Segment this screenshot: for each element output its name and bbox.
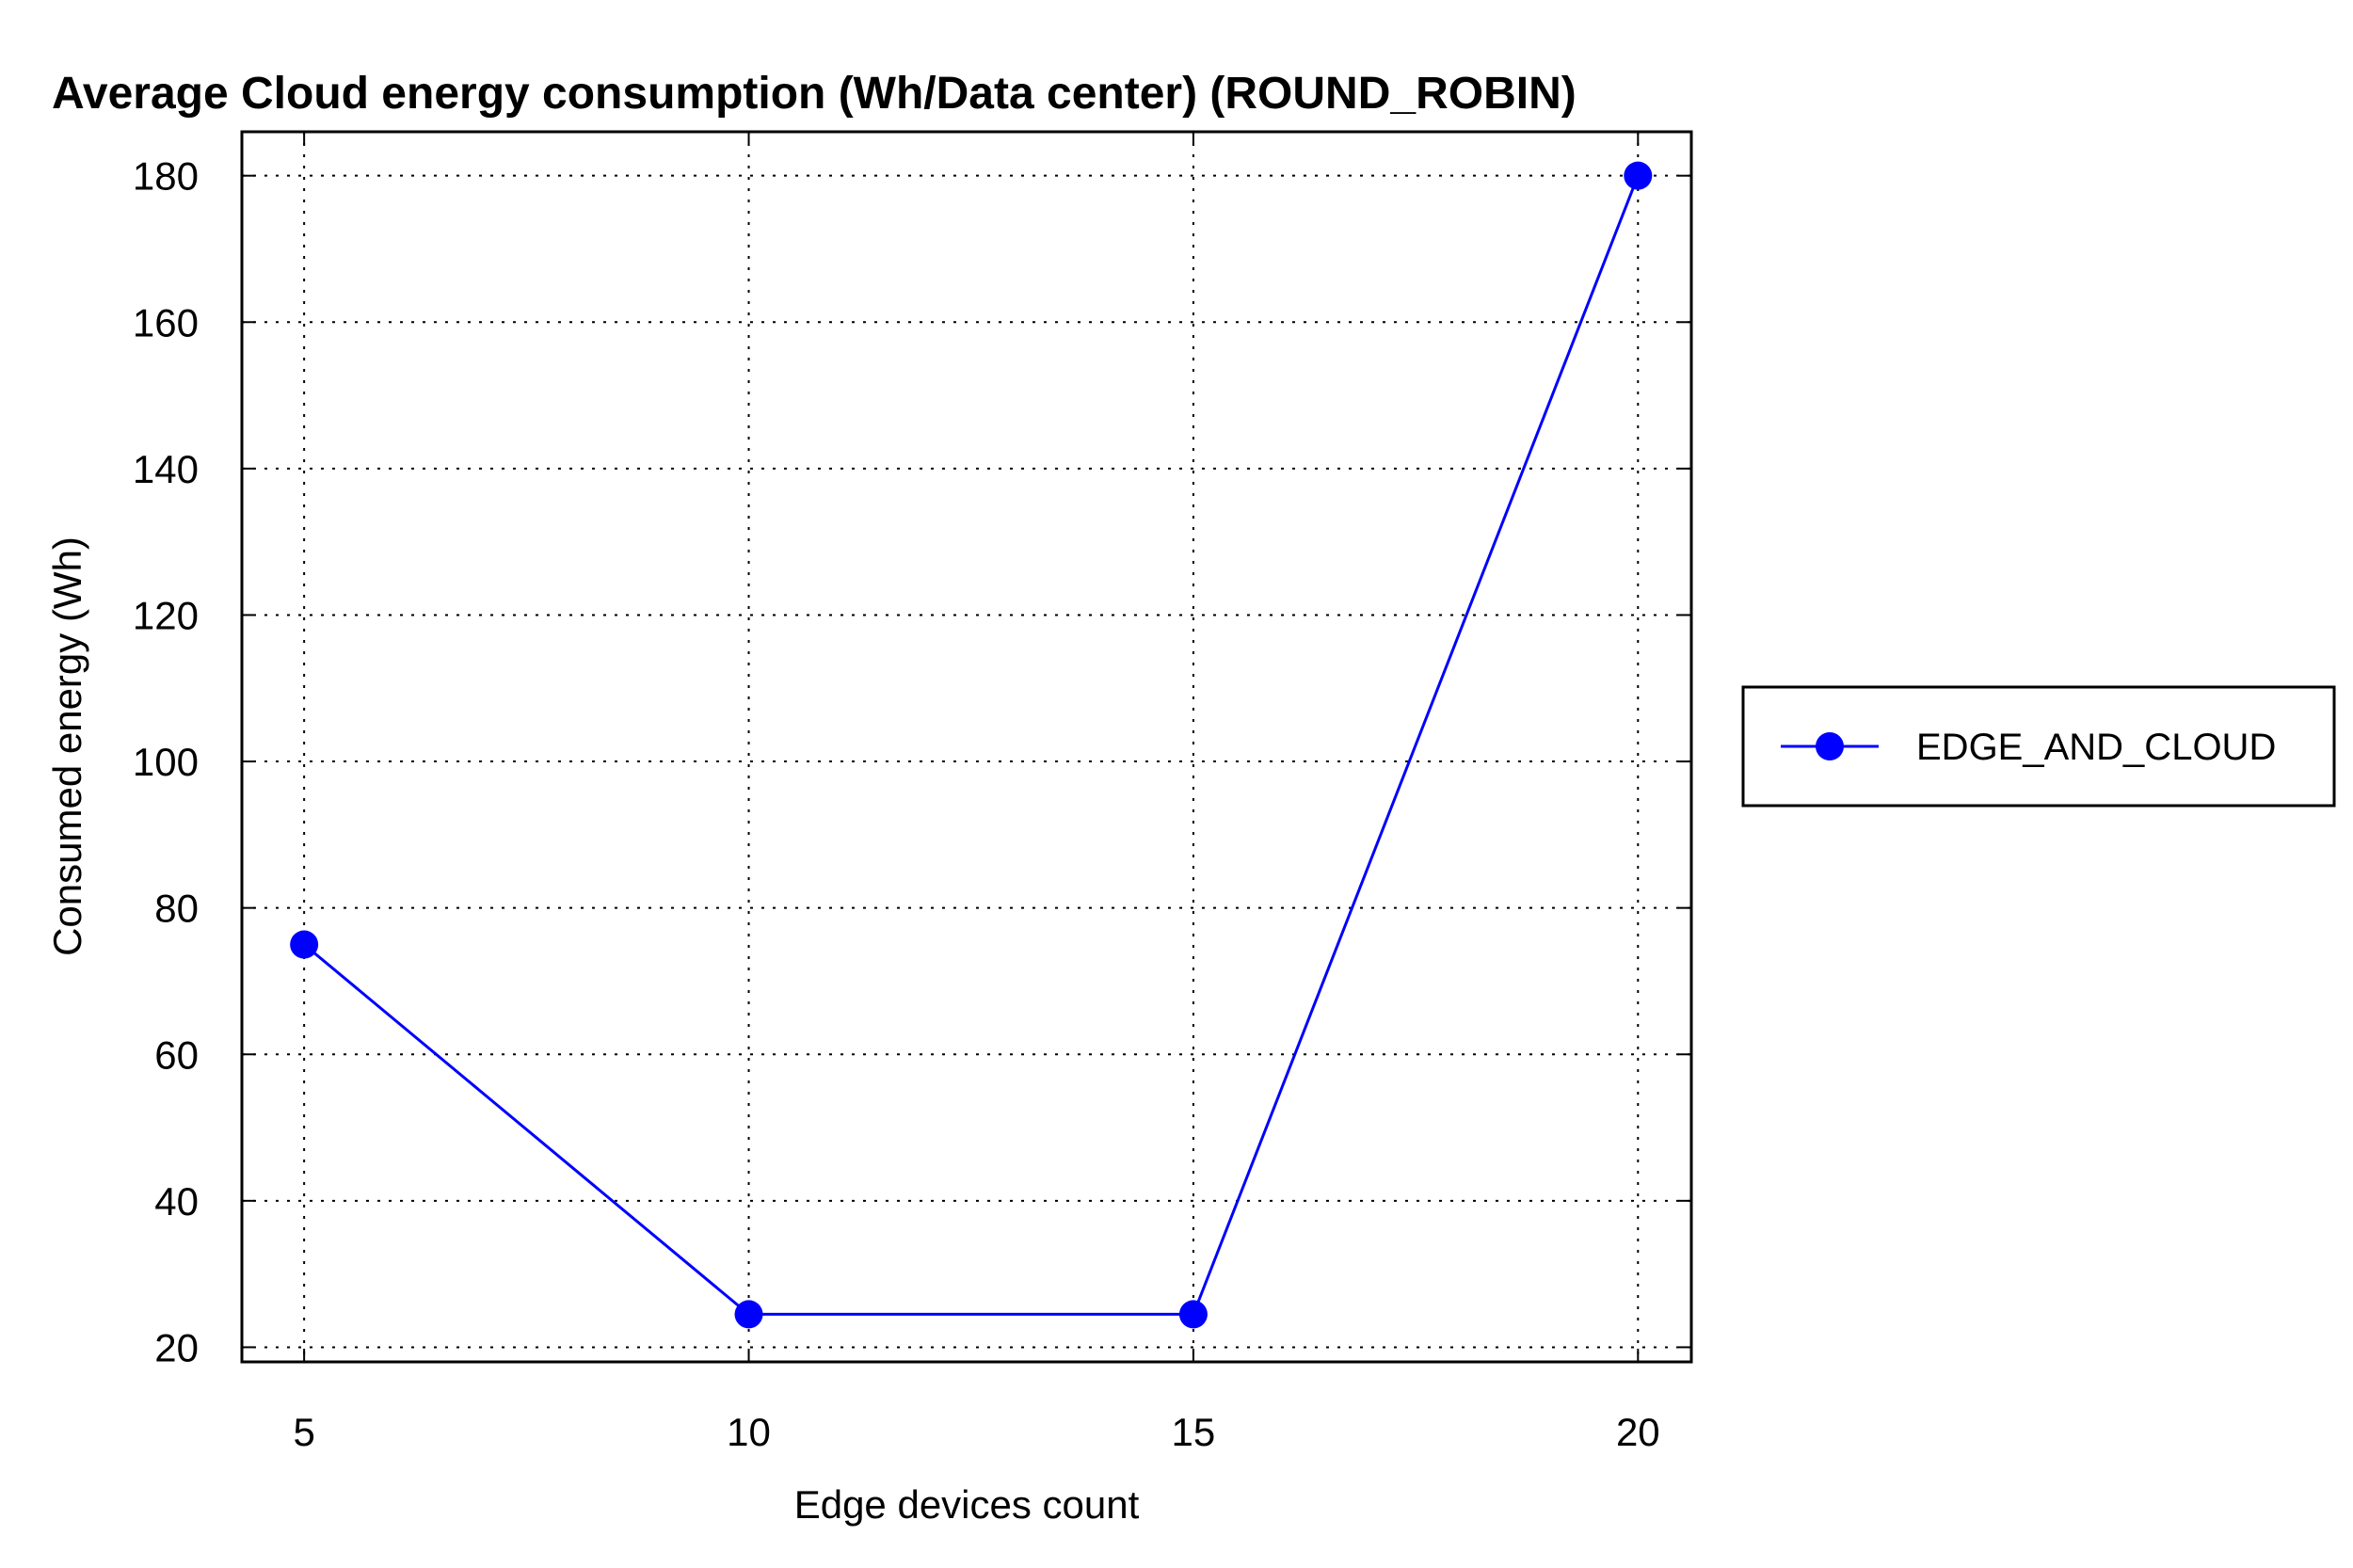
series-line bbox=[303, 175, 1640, 1316]
x-tick-label: 15 bbox=[1172, 1410, 1216, 1454]
data-point bbox=[290, 930, 319, 959]
chart-title: Average Cloud energy consumption (Wh/Dat… bbox=[52, 69, 1577, 119]
data-point bbox=[734, 1300, 763, 1329]
y-tick-label: 60 bbox=[154, 1032, 199, 1077]
data-point bbox=[1624, 161, 1653, 190]
legend-box bbox=[1741, 685, 2336, 808]
y-tick-label: 180 bbox=[133, 154, 199, 199]
y-tick-label: 120 bbox=[133, 593, 199, 637]
y-tick-label: 160 bbox=[133, 300, 199, 344]
data-point bbox=[1178, 1300, 1208, 1329]
y-tick-label: 80 bbox=[154, 887, 199, 931]
y-tick-label: 40 bbox=[154, 1179, 199, 1224]
y-tick-label: 20 bbox=[154, 1325, 199, 1369]
plot-frame bbox=[240, 130, 1693, 1364]
series-layer bbox=[290, 161, 1653, 1329]
legend-label: EDGE_AND_CLOUD bbox=[1916, 727, 2276, 768]
x-tick-label: 10 bbox=[727, 1410, 771, 1454]
axis-ticks: 5 10 15 20 20 40 60 80 100 120 140 160 180 bbox=[133, 132, 1691, 1454]
x-tick-label: 20 bbox=[1616, 1410, 1660, 1454]
x-axis-label: Edge devices count bbox=[794, 1482, 1140, 1527]
y-tick-label: 140 bbox=[133, 447, 199, 491]
y-tick-label: 100 bbox=[133, 740, 199, 784]
legend: EDGE_AND_CLOUD bbox=[1741, 685, 2336, 808]
grid bbox=[242, 132, 1691, 1362]
y-axis-label: Consumed energy (Wh) bbox=[45, 536, 89, 956]
legend-marker bbox=[1816, 732, 1844, 760]
x-tick-label: 5 bbox=[293, 1410, 314, 1454]
